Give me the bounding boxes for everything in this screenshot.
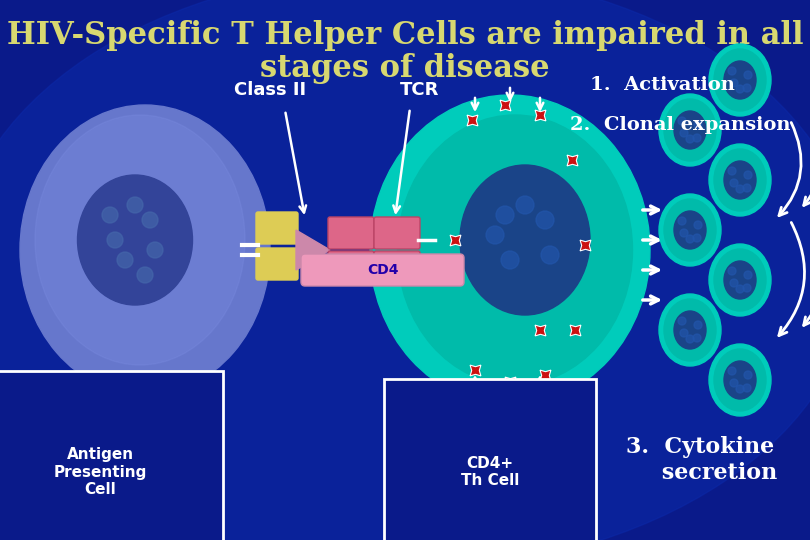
Ellipse shape <box>709 44 771 116</box>
Ellipse shape <box>674 211 706 249</box>
Circle shape <box>728 167 736 175</box>
Circle shape <box>743 384 751 392</box>
Circle shape <box>693 234 701 242</box>
FancyBboxPatch shape <box>374 251 420 283</box>
Ellipse shape <box>664 299 716 361</box>
FancyBboxPatch shape <box>256 212 298 244</box>
Circle shape <box>730 79 738 87</box>
Circle shape <box>736 185 744 193</box>
Circle shape <box>693 334 701 342</box>
Ellipse shape <box>714 149 766 211</box>
Ellipse shape <box>724 361 756 399</box>
Ellipse shape <box>714 249 766 311</box>
Circle shape <box>743 84 751 92</box>
Text: Class II: Class II <box>234 81 306 99</box>
Ellipse shape <box>664 199 716 261</box>
Circle shape <box>686 135 694 143</box>
Circle shape <box>686 235 694 243</box>
Ellipse shape <box>709 344 771 416</box>
Ellipse shape <box>724 261 756 299</box>
Ellipse shape <box>35 115 245 365</box>
Ellipse shape <box>714 349 766 411</box>
Text: HIV-Specific T Helper Cells are impaired in all: HIV-Specific T Helper Cells are impaired… <box>6 20 804 51</box>
Circle shape <box>730 379 738 387</box>
Ellipse shape <box>709 144 771 216</box>
Text: TCR: TCR <box>400 81 440 99</box>
Ellipse shape <box>709 244 771 316</box>
Circle shape <box>743 184 751 192</box>
Ellipse shape <box>714 49 766 111</box>
Circle shape <box>728 367 736 375</box>
Circle shape <box>680 329 688 337</box>
Circle shape <box>730 179 738 187</box>
FancyBboxPatch shape <box>374 217 420 249</box>
Ellipse shape <box>659 294 721 366</box>
Circle shape <box>107 232 123 248</box>
Circle shape <box>730 279 738 287</box>
Circle shape <box>694 121 702 129</box>
Ellipse shape <box>674 311 706 349</box>
Circle shape <box>501 251 519 269</box>
Circle shape <box>736 385 744 393</box>
Ellipse shape <box>659 94 721 166</box>
Circle shape <box>680 129 688 137</box>
Ellipse shape <box>659 194 721 266</box>
Circle shape <box>728 267 736 275</box>
Circle shape <box>516 196 534 214</box>
Circle shape <box>743 284 751 292</box>
Circle shape <box>744 271 752 279</box>
Circle shape <box>744 371 752 379</box>
Circle shape <box>736 85 744 93</box>
Circle shape <box>744 71 752 79</box>
Text: 2.  Clonal expansion: 2. Clonal expansion <box>570 116 791 134</box>
Circle shape <box>486 226 504 244</box>
Text: 1.  Activation: 1. Activation <box>590 76 735 94</box>
Ellipse shape <box>78 175 193 305</box>
Circle shape <box>142 212 158 228</box>
Ellipse shape <box>724 61 756 99</box>
Circle shape <box>728 67 736 75</box>
Polygon shape <box>296 230 330 270</box>
Circle shape <box>686 335 694 343</box>
Circle shape <box>744 171 752 179</box>
FancyBboxPatch shape <box>301 254 464 286</box>
FancyBboxPatch shape <box>256 248 298 280</box>
Text: 3.  Cytokine
     secretion: 3. Cytokine secretion <box>623 436 777 484</box>
Ellipse shape <box>398 115 633 385</box>
Text: Antigen
Presenting
Cell: Antigen Presenting Cell <box>53 447 147 497</box>
Circle shape <box>678 217 686 225</box>
Circle shape <box>693 134 701 142</box>
Text: stages of disease: stages of disease <box>260 53 550 84</box>
Circle shape <box>736 285 744 293</box>
Ellipse shape <box>460 165 590 315</box>
FancyBboxPatch shape <box>328 217 374 249</box>
Circle shape <box>694 221 702 229</box>
Text: CD4: CD4 <box>367 263 399 277</box>
Circle shape <box>496 206 514 224</box>
Circle shape <box>694 321 702 329</box>
Ellipse shape <box>674 111 706 149</box>
Circle shape <box>541 246 559 264</box>
Circle shape <box>102 207 118 223</box>
Circle shape <box>678 317 686 325</box>
Circle shape <box>678 117 686 125</box>
Circle shape <box>147 242 163 258</box>
Ellipse shape <box>20 105 270 395</box>
Circle shape <box>137 267 153 283</box>
Circle shape <box>680 229 688 237</box>
Ellipse shape <box>664 99 716 161</box>
Ellipse shape <box>724 161 756 199</box>
Ellipse shape <box>370 95 650 405</box>
FancyBboxPatch shape <box>328 251 374 283</box>
Text: CD4+
Th Cell: CD4+ Th Cell <box>461 456 519 488</box>
Circle shape <box>117 252 133 268</box>
Circle shape <box>536 211 554 229</box>
Circle shape <box>127 197 143 213</box>
